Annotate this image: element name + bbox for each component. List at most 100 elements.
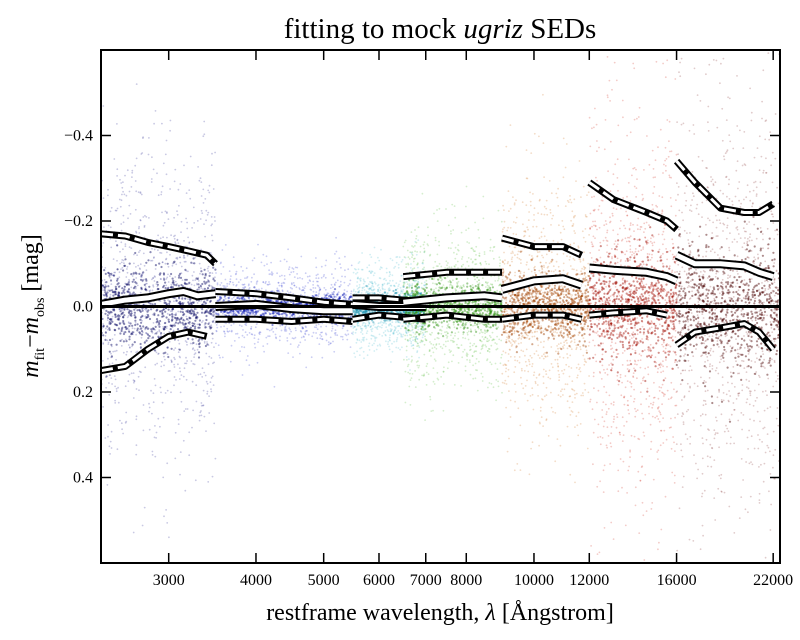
scatter-point (463, 348, 466, 351)
scatter-point (492, 386, 495, 389)
scatter-point (358, 278, 361, 280)
scatter-point (176, 256, 179, 259)
scatter-point (266, 328, 268, 331)
scatter-point (363, 289, 366, 291)
scatter-point (149, 289, 152, 292)
scatter-point (325, 293, 328, 297)
scatter-point (341, 293, 344, 297)
scatter-point (355, 341, 358, 344)
scatter-point (184, 278, 187, 281)
scatter-point (250, 280, 253, 283)
scatter-point (164, 301, 167, 304)
scatter-point (362, 278, 365, 281)
scatter-point (381, 284, 384, 286)
scatter-point (281, 284, 283, 287)
scatter-point (108, 363, 111, 366)
scatter-point (197, 286, 201, 289)
scatter-point (371, 334, 374, 337)
scatter-point (177, 363, 179, 366)
scatter-point (201, 308, 204, 311)
scatter-point (109, 279, 113, 282)
scatter-point (199, 284, 202, 287)
scatter-point (204, 302, 207, 305)
scatter-point (464, 369, 467, 372)
scatter-point (391, 259, 394, 262)
scatter-point (271, 274, 273, 276)
scatter-point (290, 271, 293, 274)
scatter-point (109, 374, 112, 376)
scatter-point (165, 284, 168, 287)
scatter-point (336, 293, 339, 296)
scatter-point (142, 404, 145, 406)
scatter-point (162, 272, 165, 275)
scatter-point (301, 277, 304, 280)
scatter-point (338, 297, 341, 300)
scatter-point (109, 322, 112, 325)
scatter-point (366, 285, 369, 287)
scatter-point (145, 289, 148, 292)
scatter-point (363, 357, 365, 360)
scatter-point (191, 380, 194, 383)
scatter-point (117, 318, 120, 321)
scatter-point (292, 293, 295, 295)
scatter-point (173, 316, 176, 319)
scatter-point (176, 239, 179, 242)
scatter-point (211, 239, 214, 242)
scatter-point (155, 309, 158, 312)
scatter-point (180, 400, 183, 403)
scatter-point (368, 349, 371, 351)
scatter-point (167, 218, 170, 221)
scatter-point (407, 324, 410, 326)
scatter-point (173, 323, 176, 325)
scatter-point (113, 292, 115, 294)
scatter-point (421, 374, 423, 377)
scatter-point (163, 364, 165, 367)
scatter-point (260, 314, 263, 317)
scatter-point (324, 294, 327, 297)
scatter-point (371, 330, 373, 333)
scatter-point (275, 300, 278, 303)
scatter-point (152, 392, 155, 395)
scatter-point (373, 350, 376, 352)
scatter-point (327, 341, 330, 344)
scatter-point (181, 303, 184, 306)
scatter-point (164, 286, 167, 290)
scatter-point (216, 295, 219, 297)
scatter-point (347, 268, 350, 271)
scatter-point (117, 294, 121, 297)
scatter-point (346, 338, 349, 341)
scatter-point (371, 291, 373, 294)
scatter-point (141, 309, 144, 312)
scatter-point (141, 152, 144, 154)
scatter-point (285, 260, 288, 263)
scatter-point (332, 293, 335, 296)
scatter-point (317, 323, 320, 326)
scatter-point (108, 338, 112, 342)
scatter-point (400, 275, 403, 277)
scatter-point (153, 436, 156, 439)
scatter-point (275, 337, 278, 340)
scatter-point (170, 360, 173, 363)
scatter-point (105, 294, 108, 297)
scatter-point (102, 325, 105, 328)
scatter-point (179, 310, 182, 313)
scatter-point (123, 291, 126, 294)
scatter-point (115, 240, 117, 243)
scatter-point (316, 280, 318, 283)
scatter-point (163, 301, 166, 304)
scatter-point (142, 252, 145, 255)
scatter-point (115, 287, 118, 290)
scatter-point (389, 323, 392, 326)
scatter-point (175, 300, 178, 302)
scatter-point (183, 240, 185, 242)
scatter-point (159, 251, 162, 254)
scatter-point (297, 344, 300, 347)
scatter-point (155, 431, 158, 434)
scatter-point (338, 314, 341, 317)
scatter-point (193, 262, 196, 265)
scatter-point (296, 277, 299, 280)
scatter-point (302, 289, 305, 292)
scatter-point (191, 338, 194, 341)
scatter-point (138, 232, 141, 234)
scatter-point (270, 328, 273, 331)
